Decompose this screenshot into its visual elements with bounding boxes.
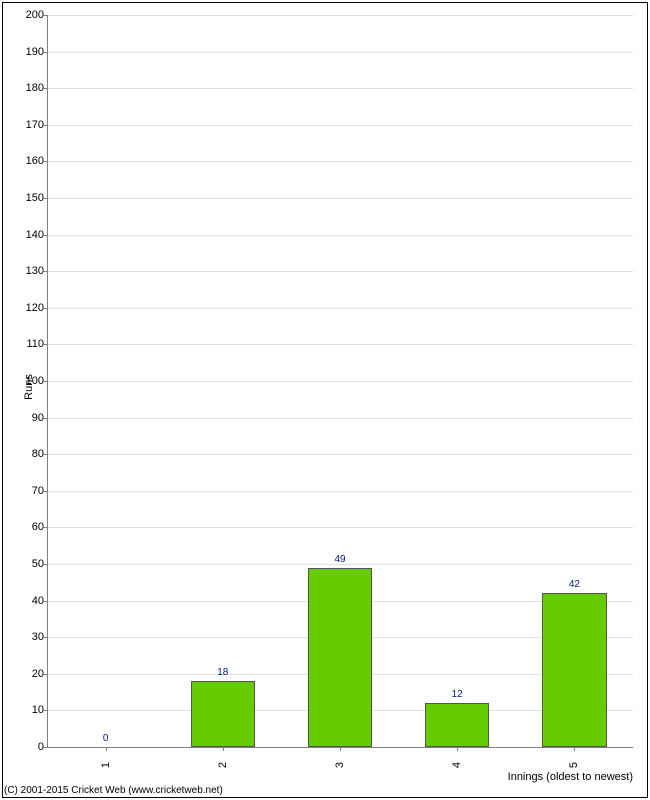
grid-line — [47, 491, 633, 492]
y-tick-label: 180 — [26, 82, 44, 94]
bar — [542, 593, 606, 747]
y-axis-line — [47, 15, 48, 747]
y-tick-label: 130 — [26, 265, 44, 277]
grid-line — [47, 271, 633, 272]
grid-line — [47, 198, 633, 199]
bar — [191, 681, 255, 747]
y-tick-label: 140 — [26, 229, 44, 241]
grid-line — [47, 235, 633, 236]
bar-value-label: 49 — [334, 554, 345, 565]
grid-line — [47, 527, 633, 528]
chart-container: 0102030405060708090100110120130140150160… — [0, 0, 650, 800]
y-tick-label: 200 — [26, 9, 44, 21]
bar-value-label: 0 — [103, 733, 109, 744]
bar-value-label: 18 — [217, 667, 228, 678]
grid-line — [47, 15, 633, 16]
grid-line — [47, 161, 633, 162]
bar-value-label: 42 — [569, 579, 580, 590]
plot-area — [47, 15, 633, 747]
y-tick-label: 160 — [26, 155, 44, 167]
x-axis-line — [47, 747, 633, 748]
y-tick-label: 120 — [26, 302, 44, 314]
copyright-text: (C) 2001-2015 Cricket Web (www.cricketwe… — [4, 785, 223, 796]
x-tick-label: 2 — [217, 762, 229, 768]
grid-line — [47, 125, 633, 126]
bar — [308, 568, 372, 747]
y-axis-label: Runs — [23, 374, 35, 400]
x-tick-label: 5 — [568, 762, 580, 768]
x-tick-label: 1 — [100, 762, 112, 768]
y-tick-label: 190 — [26, 46, 44, 58]
x-tick-label: 3 — [334, 762, 346, 768]
y-tick-label: 170 — [26, 119, 44, 131]
grid-line — [47, 308, 633, 309]
bar — [425, 703, 489, 747]
grid-line — [47, 344, 633, 345]
grid-line — [47, 88, 633, 89]
grid-line — [47, 381, 633, 382]
grid-line — [47, 52, 633, 53]
grid-line — [47, 418, 633, 419]
y-tick-label: 150 — [26, 192, 44, 204]
x-axis-label: Innings (oldest to newest) — [508, 771, 633, 783]
bar-value-label: 12 — [452, 689, 463, 700]
y-tick-label: 110 — [26, 338, 44, 350]
x-tick-label: 4 — [451, 762, 463, 768]
grid-line — [47, 454, 633, 455]
